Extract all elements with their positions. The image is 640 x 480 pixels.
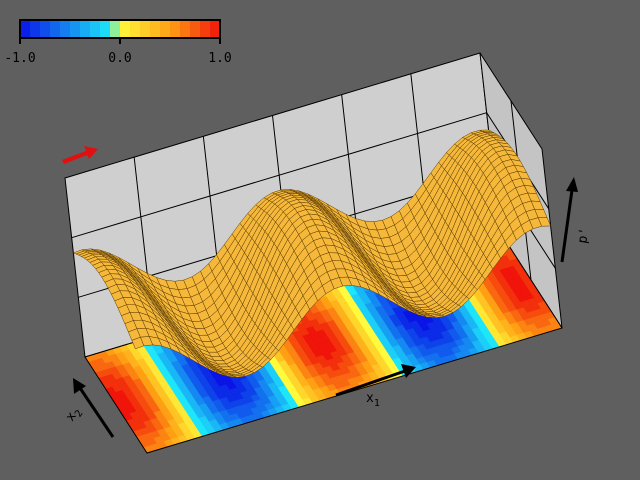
z-label: p'	[575, 227, 592, 245]
scene	[64, 52, 563, 454]
x1-label: x1	[366, 391, 380, 409]
colorbar-tick-label: -1.0	[4, 51, 35, 66]
colorbar-cell	[70, 20, 81, 38]
colorbar-tick-label: 1.0	[208, 51, 231, 66]
colorbar-cell	[110, 20, 121, 38]
surface-cell	[537, 217, 551, 227]
colorbar-cell	[140, 20, 151, 38]
colorbar-cell	[130, 20, 141, 38]
colorbar-tick-label: 0.0	[108, 51, 131, 66]
x1-sub: 1	[374, 398, 380, 409]
colorbar-cell	[90, 20, 101, 38]
colorbar-cell	[50, 20, 61, 38]
colorbar-cell	[40, 20, 51, 38]
colorbar-cell	[20, 20, 31, 38]
colorbar-cell	[120, 20, 131, 38]
colorbar-cell	[60, 20, 71, 38]
colorbar-cell	[150, 20, 161, 38]
colorbar-cell	[200, 20, 211, 38]
colorbar-cell	[210, 20, 221, 38]
x2-arrow	[73, 378, 115, 438]
colorbar-cell	[170, 20, 181, 38]
colorbar-cell	[30, 20, 41, 38]
colorbar-cell	[100, 20, 111, 38]
colorbar-cell	[190, 20, 201, 38]
colorbar-cell	[160, 20, 171, 38]
x1-arrow	[335, 364, 416, 397]
colorbar-cell	[80, 20, 91, 38]
x1-text: x	[366, 391, 374, 406]
view-arrow	[62, 146, 98, 164]
colorbar: -1.0 0.0 1.0	[4, 19, 232, 66]
p-arrow	[560, 177, 578, 263]
x2-sub: 2	[73, 408, 85, 419]
colorbar-cell	[180, 20, 191, 38]
